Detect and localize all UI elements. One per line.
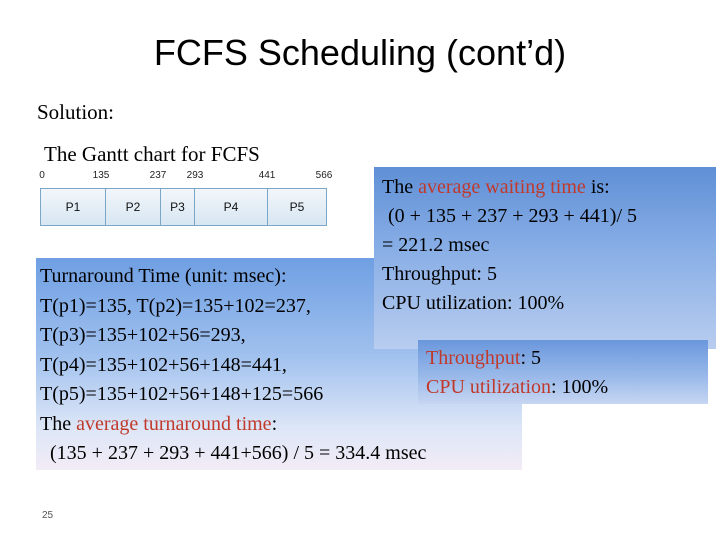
gantt-tick: 237 <box>149 170 167 181</box>
gantt-bar-p2: P2 <box>105 188 161 226</box>
gantt-bar-label: P1 <box>65 200 81 214</box>
gantt-tick: 0 <box>39 170 45 181</box>
gantt-bar-label: P2 <box>125 200 141 214</box>
waiting-prefix: The <box>382 176 419 198</box>
gantt-tick: 566 <box>315 170 333 181</box>
waiting-suffix: is: <box>585 176 610 198</box>
waiting-throughput: Throughput: 5 <box>382 263 497 285</box>
gantt-tick: 441 <box>258 170 276 181</box>
waiting-heading: The average waiting time is: <box>382 173 716 202</box>
gantt-tick: 293 <box>186 170 204 181</box>
gantt-caption: The Gantt chart for FCFS <box>44 142 260 166</box>
average-turnaround-label: The average turnaround time: <box>40 410 522 440</box>
throughput-line: Throughput: 5 <box>426 344 708 373</box>
cpu-utilization-label: CPU utilization <box>426 376 551 398</box>
gantt-bar-p3: P3 <box>160 188 195 226</box>
turnaround-heading: Turnaround Time (unit: msec): <box>40 265 287 287</box>
turnaround-line: T(p1)=135, T(p2)=135+102=237, <box>40 294 311 317</box>
throughput-label: Throughput <box>426 347 521 369</box>
gantt-chart: 0 135 237 293 441 566 P1 P2 P3 P4 P5 <box>36 170 336 240</box>
gantt-bar-p4: P4 <box>194 188 268 226</box>
cpu-utilization-line: CPU utilization: 100% <box>426 373 708 402</box>
gantt-bar-label: P4 <box>223 200 239 214</box>
turnaround-line: T(p5)=135+102+56+148+125=566 <box>40 383 324 405</box>
average-turnaround-formula: (135 + 237 + 293 + 441+566) / 5 = 334.4 … <box>50 442 427 464</box>
throughput-box: Throughput: 5 CPU utilization: 100% <box>418 340 708 404</box>
avg-prefix: The <box>40 412 77 435</box>
gantt-bar-label: P3 <box>170 200 185 214</box>
waiting-formula: (0 + 135 + 237 + 293 + 441)/ 5 <box>388 205 637 227</box>
gantt-bar-label: P5 <box>289 200 305 214</box>
gantt-bar-p1: P1 <box>40 188 106 226</box>
page-number: 25 <box>42 510 54 521</box>
gantt-bar-p5: P5 <box>267 188 327 226</box>
waiting-result: = 221.2 msec <box>382 234 490 256</box>
gantt-tick: 135 <box>92 170 110 181</box>
avg-suffix: : <box>271 412 278 435</box>
solution-label: Solution: <box>37 100 115 124</box>
throughput-value: : 5 <box>520 347 541 369</box>
waiting-highlight: average waiting time <box>418 176 586 198</box>
cpu-utilization-value: : 100% <box>551 376 609 398</box>
slide-title: FCFS Scheduling (cont’d) <box>153 32 567 73</box>
waiting-time-box: The average waiting time is: (0 + 135 + … <box>374 167 716 349</box>
turnaround-line: T(p4)=135+102+56+148=441, <box>40 353 287 376</box>
waiting-cpu-utilization: CPU utilization: 100% <box>382 292 565 314</box>
avg-highlight: average turnaround time <box>76 412 272 435</box>
turnaround-line: T(p3)=135+102+56=293, <box>40 324 246 346</box>
